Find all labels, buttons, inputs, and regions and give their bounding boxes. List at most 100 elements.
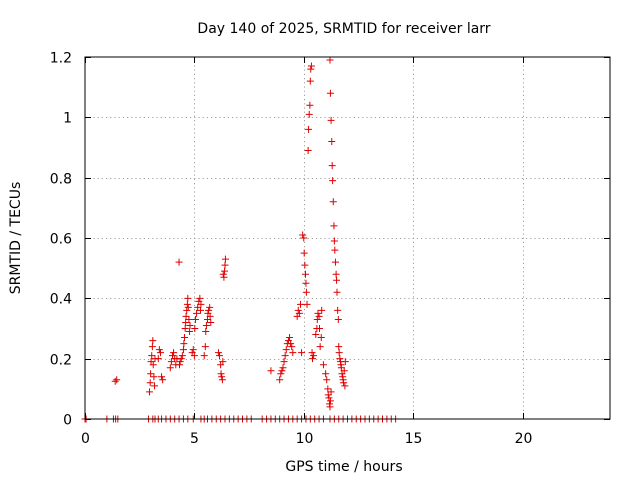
data-point: [296, 300, 304, 308]
x-tick-label: 5: [190, 431, 199, 447]
y-axis-label: SRMTID / TECUs: [8, 182, 24, 295]
data-point: [325, 394, 333, 402]
data-point: [167, 358, 175, 366]
data-point: [191, 315, 199, 323]
data-point: [175, 258, 183, 266]
data-point: [202, 328, 210, 336]
data-point: [197, 300, 205, 308]
data-point: [146, 388, 154, 396]
data-point: [288, 343, 296, 351]
data-point: [155, 346, 163, 354]
y-tick-label: 0: [63, 413, 72, 429]
chart-title: Day 140 of 2025, SRMTID for receiver lar…: [197, 21, 490, 37]
data-point: [318, 306, 326, 314]
data-point: [326, 403, 334, 411]
data-point: [190, 352, 198, 360]
data-point: [323, 376, 331, 384]
data-point: [298, 349, 306, 357]
data-point: [111, 377, 119, 385]
data-point: [326, 89, 334, 97]
ticks-layer: 0 0.2 0.4 0.6 0.8 1 1.2 0 5 10 15 20: [50, 51, 610, 447]
data-point: [322, 370, 330, 378]
data-point: [337, 364, 345, 372]
x-tick-label: 20: [515, 431, 533, 447]
data-point: [316, 343, 324, 351]
data-point: [179, 346, 187, 354]
data-point: [319, 361, 327, 369]
data-point: [184, 303, 192, 311]
data-point: [183, 306, 191, 314]
data-point: [302, 288, 310, 296]
data-point: [182, 318, 190, 326]
data-point: [327, 116, 335, 124]
data-point: [303, 300, 311, 308]
data-point: [180, 340, 188, 348]
data-point: [332, 270, 340, 278]
data-point: [219, 358, 227, 366]
data-point: [113, 376, 121, 384]
data-point: [330, 222, 338, 230]
data-point: [279, 364, 287, 372]
data-point: [181, 325, 189, 332]
data-point: [299, 231, 307, 239]
data-point: [300, 234, 308, 242]
data-point: [267, 367, 275, 375]
data-point: [193, 309, 201, 317]
data-point: [277, 370, 285, 378]
data-point: [146, 379, 154, 387]
points-layer: [81, 56, 400, 423]
data-point: [304, 147, 312, 155]
data-point: [200, 352, 208, 360]
data-point: [186, 328, 194, 336]
y-tick-label: 1: [63, 111, 72, 127]
data-point: [185, 315, 193, 323]
y-tick-label: 1.2: [50, 51, 72, 67]
data-point: [286, 334, 294, 342]
data-point: [340, 379, 348, 387]
data-point: [308, 349, 316, 357]
data-point: [221, 267, 229, 275]
data-point: [154, 355, 162, 363]
data-point: [206, 303, 214, 311]
data-point: [331, 246, 339, 254]
data-point: [324, 391, 332, 399]
data-point: [335, 343, 343, 351]
data-point: [156, 349, 164, 357]
data-point: [281, 352, 289, 360]
data-point: [334, 315, 342, 323]
data-point: [328, 162, 336, 170]
data-point: [306, 77, 314, 85]
grid-layer: [85, 57, 610, 419]
data-point: [289, 349, 297, 357]
x-axis-label: GPS time / hours: [285, 459, 402, 475]
y-tick-label: 0.2: [50, 353, 72, 369]
data-point: [329, 198, 337, 206]
data-point: [189, 346, 197, 354]
x-tick-label: 15: [405, 431, 423, 447]
data-point: [184, 294, 192, 302]
data-point: [177, 355, 185, 363]
data-point: [280, 358, 288, 366]
data-point: [149, 361, 157, 369]
x-tick-label: 10: [296, 431, 314, 447]
data-point: [170, 349, 178, 357]
data-point: [341, 358, 349, 366]
data-point: [334, 306, 342, 314]
data-point: [150, 373, 158, 381]
data-point: [166, 364, 174, 372]
x-tick-label: 0: [81, 431, 90, 447]
data-point: [194, 303, 202, 311]
data-point: [278, 367, 286, 375]
data-point: [186, 321, 194, 329]
data-point: [305, 110, 313, 118]
data-point: [221, 261, 229, 269]
data-point: [217, 370, 225, 378]
data-point: [341, 382, 349, 390]
data-point: [333, 288, 341, 296]
data-point: [176, 361, 183, 369]
data-point: [221, 255, 229, 263]
data-point: [307, 65, 315, 73]
data-point: [282, 346, 290, 354]
data-point: [329, 177, 337, 185]
data-point: [148, 352, 156, 360]
